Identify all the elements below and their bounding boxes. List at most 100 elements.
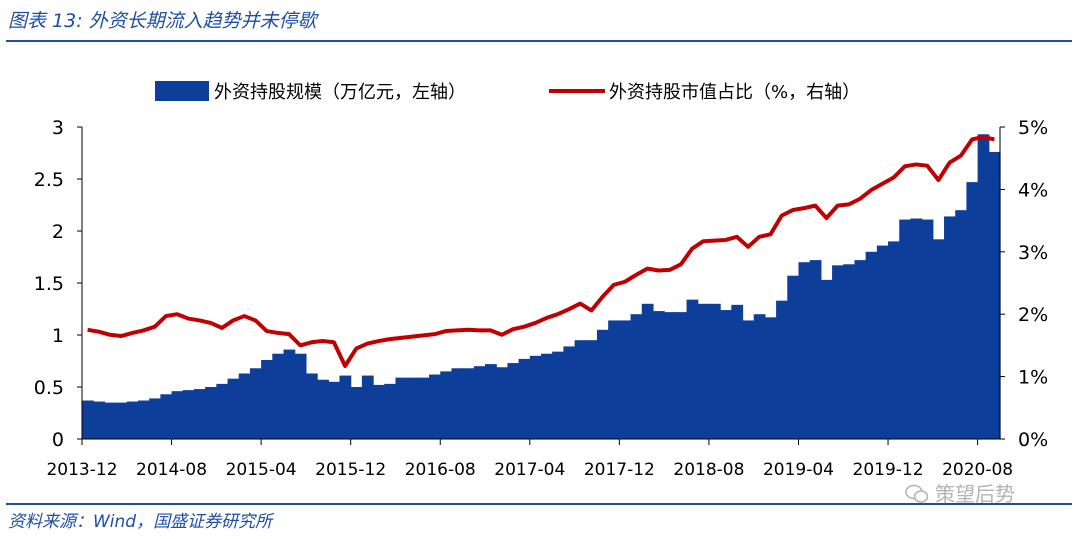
x-tick-label: 2018-08: [673, 460, 744, 480]
bar-2016-01: [361, 375, 374, 439]
bar-2015-03: [249, 368, 262, 439]
bar-2017-03: [518, 358, 531, 439]
bar-2018-06: [686, 299, 699, 439]
bar-2019-07: [832, 265, 844, 439]
right-tick-label: 1%: [1018, 367, 1048, 389]
chart: 外资持股规模（万亿元，左轴） 外资持股市值占比（%，右轴） 0 0.5 1 1.5 2 2…: [34, 81, 1048, 480]
bar-2019-08: [843, 264, 856, 439]
left-tick-label: 0: [52, 429, 64, 451]
legend: 外资持股规模（万亿元，左轴） 外资持股市值占比（%，右轴）: [155, 81, 860, 103]
bar-2014-01: [93, 401, 105, 439]
bar-2020-03: [921, 219, 934, 439]
bar-2018-01: [630, 314, 643, 439]
bar-2014-09: [182, 390, 195, 439]
wechat-icon: [905, 484, 929, 503]
bar-2015-12: [350, 387, 363, 439]
bar-2018-08: [708, 303, 721, 439]
left-tick-label: 2: [52, 221, 64, 243]
bar-2017-10: [596, 329, 609, 439]
bar-2018-03: [652, 311, 665, 439]
bar-2017-11: [608, 320, 620, 439]
bar-2015-09: [317, 379, 329, 439]
bar-2018-11: [742, 320, 755, 439]
chart-title: 图表 13: 外资长期流入趋势并未停歇: [8, 10, 317, 32]
bar-2014-07: [160, 394, 173, 439]
bar-2018-02: [641, 303, 654, 439]
bar-2014-05: [137, 400, 150, 439]
bar-2014-08: [171, 391, 184, 439]
x-tick-label: 2017-12: [584, 460, 655, 480]
bar-2014-10: [193, 389, 206, 439]
bar-2015-10: [328, 381, 341, 439]
legend-swatch-bar: [155, 81, 209, 101]
bar-2018-10: [731, 304, 744, 439]
watermark-text: 策望后势: [935, 482, 1015, 506]
bar-2015-05: [272, 353, 285, 439]
bar-2020-06: [955, 210, 968, 439]
left-tick-label: 3: [52, 117, 64, 139]
bar-2014-03: [115, 402, 128, 439]
x-tick-label: 2019-12: [853, 460, 924, 480]
x-axis-ticks: 2013-12 2014-08 2015-04 2015-12 2016-08 2017-…: [46, 439, 1013, 480]
bar-2019-06: [820, 279, 833, 439]
bar-2013-12: [82, 400, 94, 439]
bar-2018-05: [675, 312, 688, 439]
x-tick-label: 2017-04: [494, 460, 565, 480]
bar-2019-02: [776, 300, 788, 439]
source-note: 资料来源：Wind，国盛证券研究所: [8, 512, 273, 532]
watermark: 策望后势: [905, 478, 1015, 507]
left-tick-label: 0.5: [34, 377, 64, 399]
bar-2019-04: [798, 262, 811, 439]
bar-2016-05: [406, 377, 419, 439]
right-tick-label: 4%: [1018, 179, 1048, 201]
bar-2014-11: [205, 387, 217, 439]
left-tick-label: 1.5: [34, 273, 64, 295]
x-tick-label: 2020-08: [942, 460, 1013, 480]
bar-2017-09: [585, 340, 598, 439]
bar-2020-08: [977, 134, 990, 439]
bar-2016-04: [395, 377, 408, 439]
right-tick-label: 3%: [1018, 242, 1048, 264]
bar-2016-06: [417, 377, 430, 439]
bar-2017-08: [574, 340, 587, 439]
bar-2020-04: [932, 239, 945, 439]
bar-2014-04: [126, 401, 139, 439]
legend-label-holding-size: 外资持股规模（万亿元，左轴）: [214, 82, 466, 103]
x-tick-label: 2019-04: [763, 460, 834, 480]
right-tick-label: 5%: [1018, 117, 1048, 139]
left-tick-label: 1: [52, 325, 64, 347]
bar-2020-02: [910, 218, 923, 439]
bar-2016-10: [462, 368, 475, 439]
bar-2019-12: [888, 241, 900, 439]
bar-2016-03: [384, 383, 397, 439]
bar-2017-12: [619, 320, 632, 439]
bar-2019-10: [865, 251, 878, 439]
bar-series: [82, 134, 1001, 439]
bar-2017-01: [496, 367, 509, 439]
bar-2019-03: [787, 275, 800, 439]
bar-2016-12: [485, 364, 497, 439]
bar-2015-04: [261, 359, 273, 439]
left-axis-ticks: 0 0.5 1 1.5 2 2.5 3: [34, 117, 82, 451]
bar-2017-05: [541, 353, 553, 439]
bar-2018-04: [664, 312, 676, 439]
bar-2014-06: [149, 398, 161, 439]
bar-2019-11: [876, 245, 889, 439]
header-rule: [6, 40, 1072, 42]
x-tick-label: 2013-12: [46, 460, 117, 480]
bar-2018-09: [720, 310, 732, 439]
x-tick-label: 2015-12: [315, 460, 386, 480]
bar-2020-05: [944, 216, 956, 439]
bar-2016-09: [451, 368, 464, 439]
bar-2020-07: [966, 182, 979, 439]
bar-2014-12: [216, 383, 229, 439]
right-axis-ticks: 0% 1% 2% 3% 4% 5%: [1000, 117, 1048, 451]
bar-2015-01: [227, 378, 240, 439]
bar-2015-02: [238, 373, 251, 439]
bar-2019-09: [854, 260, 867, 439]
bar-2016-02: [373, 384, 385, 439]
x-tick-label: 2014-08: [136, 460, 207, 480]
bar-2015-06: [283, 349, 296, 439]
right-tick-label: 2%: [1018, 304, 1048, 326]
x-tick-label: 2015-04: [226, 460, 297, 480]
